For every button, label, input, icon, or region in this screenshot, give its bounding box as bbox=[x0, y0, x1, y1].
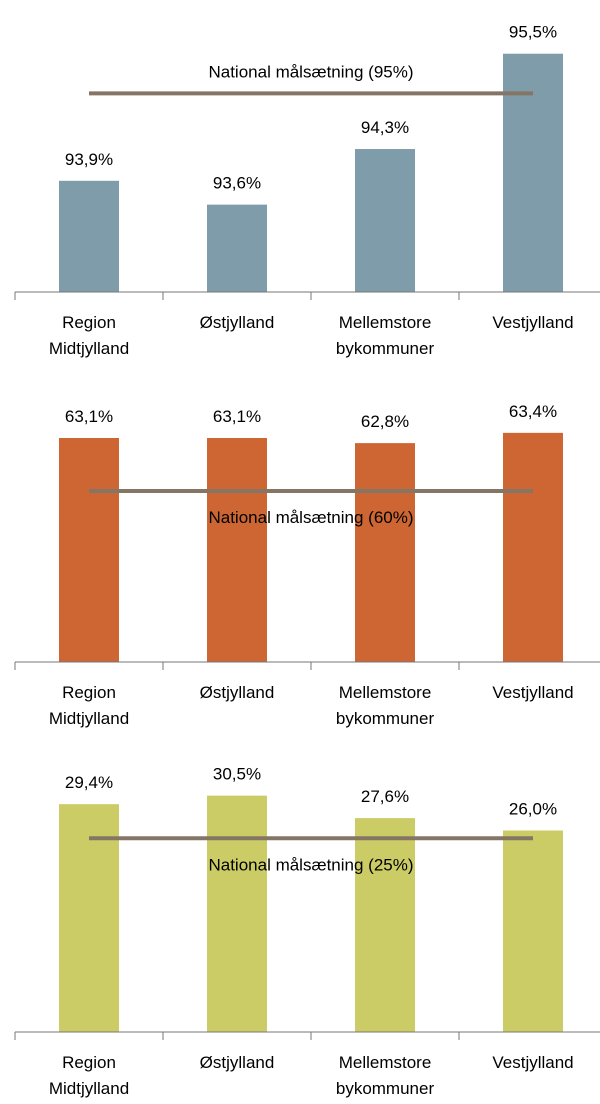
bar bbox=[355, 443, 415, 662]
data-label: 63,1% bbox=[213, 407, 261, 426]
label-line: Mellemstore bbox=[339, 313, 432, 332]
data-label: 62,8% bbox=[361, 412, 409, 431]
bar-chart: 63,1% Region Midtjylland 63,1% Østjylland 62,… bbox=[14, 402, 600, 728]
x-tick-label: Region Midtjylland bbox=[49, 313, 129, 358]
data-label: 63,4% bbox=[509, 402, 557, 421]
x-tick-label: Østjylland bbox=[200, 313, 275, 332]
x-tick-label: Mellemstore bykommuner bbox=[336, 1053, 435, 1098]
bar bbox=[503, 432, 563, 662]
x-tick-label: Vestjylland bbox=[492, 313, 573, 332]
label-line: Mellemstore bbox=[339, 1053, 432, 1072]
x-tick-label: Region Midtjylland bbox=[49, 683, 129, 728]
label-line: Midtjylland bbox=[49, 339, 129, 358]
data-label: 26,0% bbox=[509, 800, 557, 819]
data-label: 27,6% bbox=[361, 787, 409, 806]
x-tick-label: Østjylland bbox=[200, 683, 275, 702]
bar-chart: 29,4% Region Midtjylland 30,5% Østjylland 27,… bbox=[14, 765, 600, 1098]
bar bbox=[207, 437, 267, 662]
label-line: Region bbox=[62, 683, 116, 702]
x-tick-label: Østjylland bbox=[200, 1053, 275, 1072]
bar bbox=[207, 204, 267, 292]
bar bbox=[355, 149, 415, 292]
data-label: 94,3% bbox=[361, 118, 409, 137]
x-tick-label: Vestjylland bbox=[492, 683, 573, 702]
label-line: Mellemstore bbox=[339, 683, 432, 702]
bar bbox=[503, 830, 563, 1032]
bar bbox=[59, 180, 119, 292]
bar bbox=[355, 818, 415, 1032]
target-label: National målsætning (60%) bbox=[208, 508, 413, 527]
label-line: Midtjylland bbox=[49, 709, 129, 728]
bar bbox=[207, 795, 267, 1032]
bar bbox=[59, 804, 119, 1032]
bar-chart: 93,9% Region Midtjylland 93,6% Østjylland 94,… bbox=[14, 23, 600, 358]
x-tick-label: Mellemstore bykommuner bbox=[336, 683, 435, 728]
data-label: 93,6% bbox=[213, 174, 261, 193]
x-tick-label: Region Midtjylland bbox=[49, 1053, 129, 1098]
label-line: bykommuner bbox=[336, 339, 435, 358]
data-label: 29,4% bbox=[65, 773, 113, 792]
label-line: bykommuner bbox=[336, 709, 435, 728]
label-line: Region bbox=[62, 1053, 116, 1072]
bar bbox=[503, 53, 563, 292]
data-label: 93,9% bbox=[65, 150, 113, 169]
x-tick-label: Mellemstore bykommuner bbox=[336, 313, 435, 358]
data-label: 63,1% bbox=[65, 407, 113, 426]
target-label: National målsætning (25%) bbox=[208, 855, 413, 874]
data-label: 30,5% bbox=[213, 765, 261, 784]
x-tick-label: Vestjylland bbox=[492, 1053, 573, 1072]
label-line: bykommuner bbox=[336, 1079, 435, 1098]
data-label: 95,5% bbox=[509, 23, 557, 42]
target-label: National målsætning (95%) bbox=[208, 62, 413, 81]
label-line: Region bbox=[62, 313, 116, 332]
bar bbox=[59, 437, 119, 662]
label-line: Midtjylland bbox=[49, 1079, 129, 1098]
